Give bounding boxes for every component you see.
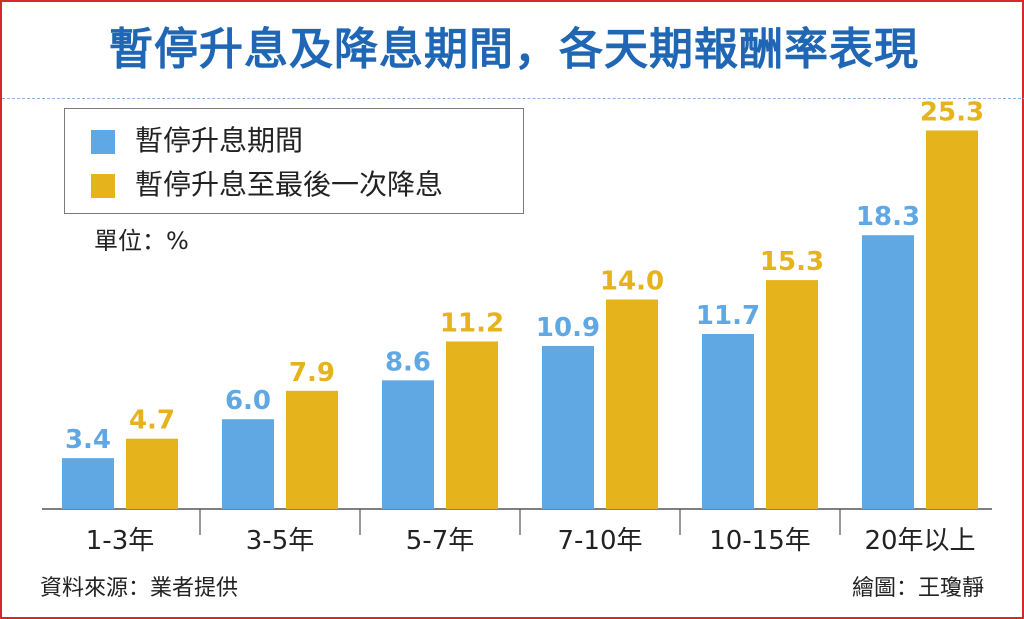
x-tick-label-1-3-0: 1-3年 xyxy=(86,526,154,556)
bar-series-2-1-3-0 xyxy=(126,438,178,509)
bar-series-1-10-15-4 xyxy=(702,333,754,509)
value-label-series-2-1-3-0: 4.7 xyxy=(129,406,175,436)
bar-series-1-7-10-3 xyxy=(542,345,594,509)
legend-swatch-series-1 xyxy=(91,130,115,154)
bar-series-1-20-5 xyxy=(862,235,914,509)
source-note: 資料來源：業者提供 xyxy=(40,576,239,601)
bar-series-2-3-5-1 xyxy=(286,390,338,509)
value-label-series-1-1-3-0: 3.4 xyxy=(65,425,111,455)
value-label-series-2-3-5-1: 7.9 xyxy=(289,358,335,388)
legend-swatch-series-2 xyxy=(91,174,115,198)
value-label-series-1-7-10-3: 10.9 xyxy=(536,313,600,343)
chart-title: 暫停升息及降息期間，各天期報酬率表現 xyxy=(109,24,919,75)
value-label-series-1-20-5: 18.3 xyxy=(856,202,920,232)
x-tick-label-20-5: 20年以上 xyxy=(864,526,975,556)
legend: 暫停升息期間 暫停升息至最後一次降息 xyxy=(64,108,524,214)
value-label-series-2-5-7-2: 11.2 xyxy=(440,308,504,338)
legend-label-series-1: 暫停升息期間 xyxy=(135,124,304,157)
value-label-series-1-5-7-2: 8.6 xyxy=(385,347,431,377)
bar-series-1-1-3-0 xyxy=(62,458,114,509)
bar-series-2-10-15-4 xyxy=(766,280,818,509)
title-divider xyxy=(2,98,1024,99)
bar-series-1-5-7-2 xyxy=(382,380,434,509)
legend-label-series-2: 暫停升息至最後一次降息 xyxy=(135,168,444,201)
bar-series-2-7-10-3 xyxy=(606,299,658,509)
value-label-series-2-10-15-4: 15.3 xyxy=(760,247,824,277)
value-label-series-1-3-5-1: 6.0 xyxy=(225,386,271,416)
x-tick-label-7-10-3: 7-10年 xyxy=(557,526,642,556)
x-tick-label-5-7-2: 5-7年 xyxy=(406,526,474,556)
bar-series-2-5-7-2 xyxy=(446,341,498,509)
graphic-credit: 繪圖：王瓊靜 xyxy=(851,576,984,601)
x-tick-label-3-5-1: 3-5年 xyxy=(246,526,314,556)
bar-series-1-3-5-1 xyxy=(222,419,274,509)
unit-label: 單位：% xyxy=(94,227,189,255)
value-label-series-2-7-10-3: 14.0 xyxy=(600,267,664,297)
value-label-series-1-10-15-4: 11.7 xyxy=(696,301,760,331)
x-tick-label-10-15-4: 10-15年 xyxy=(709,526,811,556)
value-label-series-2-20-5: 25.3 xyxy=(920,97,984,127)
bar-series-2-20-5 xyxy=(926,130,978,509)
